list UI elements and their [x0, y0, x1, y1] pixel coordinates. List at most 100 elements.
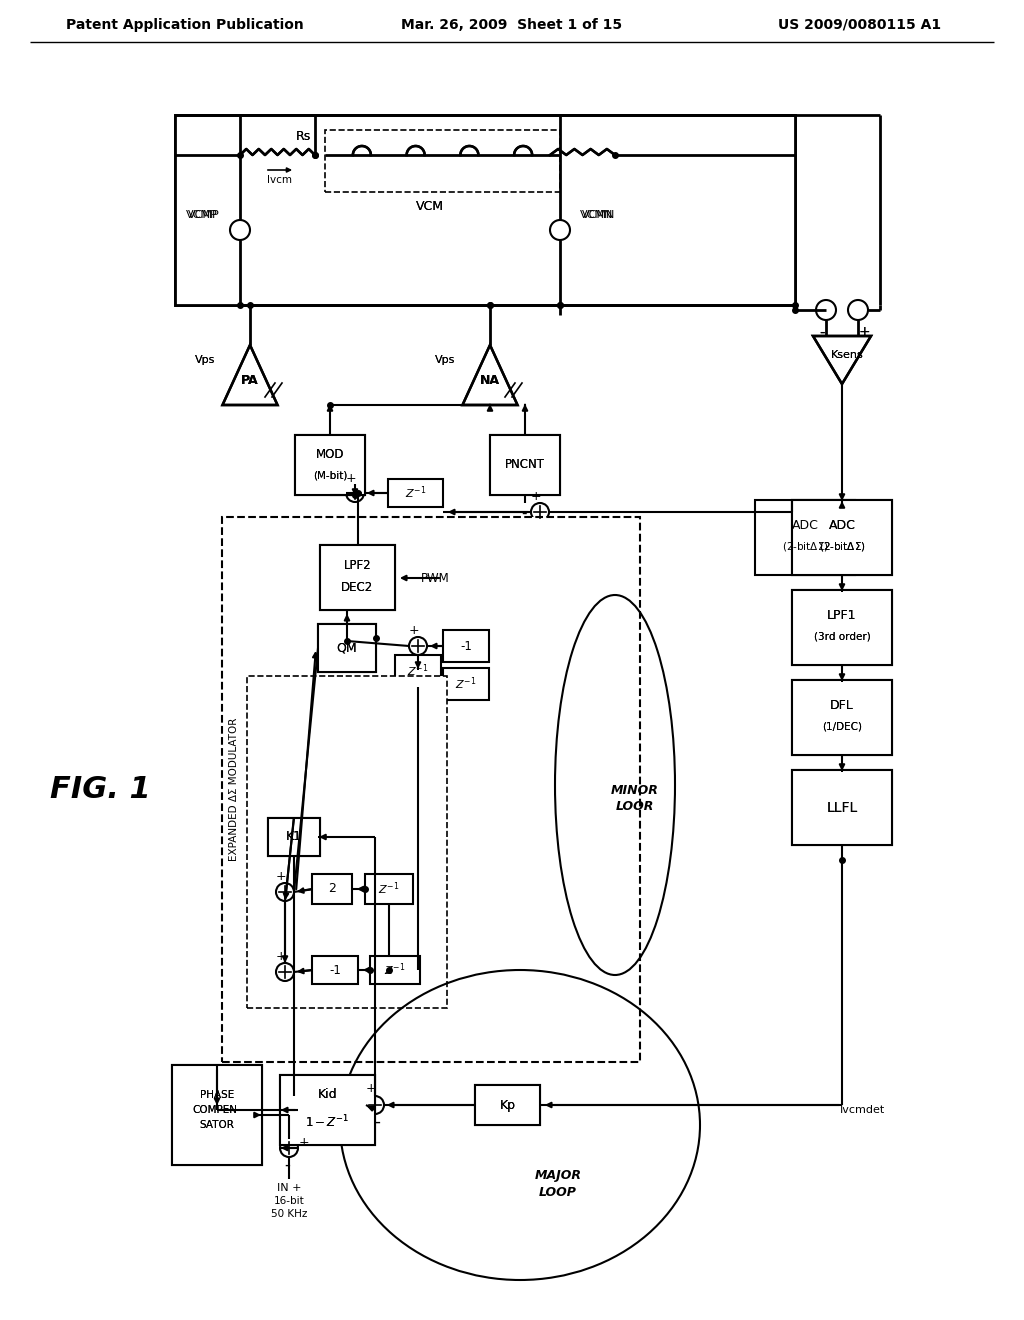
Text: ADC: ADC — [792, 519, 818, 532]
Text: -: - — [284, 1156, 290, 1173]
Text: +: + — [346, 471, 356, 484]
Bar — [295, 436, 365, 495]
Text: DEC2: DEC2 — [341, 581, 374, 594]
Text: IN +: IN + — [276, 1183, 301, 1193]
Bar — [792, 680, 892, 755]
Bar — [325, 129, 560, 191]
Bar — [175, 115, 795, 305]
Bar — [792, 590, 892, 665]
Bar — [172, 1065, 262, 1166]
Text: Mar. 26, 2009  Sheet 1 of 15: Mar. 26, 2009 Sheet 1 of 15 — [401, 18, 623, 32]
Bar — [175, 115, 795, 305]
Text: $Z^{-1}$: $Z^{-1}$ — [404, 484, 426, 502]
Bar — [312, 874, 352, 904]
Text: PA: PA — [242, 374, 259, 387]
Text: QM: QM — [337, 642, 357, 655]
Text: LPF1: LPF1 — [827, 609, 857, 622]
Text: $1-Z^{-1}$: $1-Z^{-1}$ — [305, 1114, 349, 1130]
Text: SATOR: SATOR — [200, 1119, 234, 1130]
Bar — [388, 479, 443, 507]
Text: ADC: ADC — [828, 519, 855, 532]
Text: Ivcmdet: Ivcmdet — [840, 1105, 886, 1115]
Text: SATOR: SATOR — [200, 1119, 234, 1130]
Bar — [318, 624, 376, 672]
Bar — [792, 590, 892, 665]
Text: +: + — [366, 1082, 376, 1096]
Bar — [268, 818, 319, 855]
Text: VCM: VCM — [416, 201, 444, 214]
Bar — [318, 624, 376, 672]
Text: Ksens: Ksens — [830, 350, 863, 360]
Bar — [280, 1074, 375, 1144]
Bar — [792, 770, 892, 845]
Text: (3rd order): (3rd order) — [814, 631, 870, 642]
Bar — [443, 630, 489, 663]
Text: -: - — [374, 1113, 380, 1131]
Bar — [490, 436, 560, 495]
Text: PA: PA — [242, 374, 259, 387]
Bar — [475, 1085, 540, 1125]
Text: $Z^{-1}$: $Z^{-1}$ — [384, 962, 406, 978]
Text: Patent Application Publication: Patent Application Publication — [67, 18, 304, 32]
Text: MOD: MOD — [315, 449, 344, 462]
Text: +: + — [275, 950, 287, 964]
Text: Rs: Rs — [295, 131, 310, 144]
Text: PWM: PWM — [421, 572, 450, 585]
Text: LPF2: LPF2 — [344, 558, 372, 572]
Text: LLFL: LLFL — [826, 800, 858, 814]
Text: Kp: Kp — [500, 1098, 515, 1111]
Text: +: + — [530, 490, 542, 503]
Bar — [172, 1065, 262, 1166]
Text: PHASE: PHASE — [200, 1090, 234, 1100]
Text: ADC: ADC — [828, 519, 855, 532]
Text: -: - — [819, 325, 824, 339]
Bar — [325, 129, 560, 191]
Text: LOOP: LOOP — [539, 1185, 577, 1199]
Bar — [370, 956, 420, 983]
Text: MINOR: MINOR — [611, 784, 658, 796]
Text: COMPEN-: COMPEN- — [193, 1105, 242, 1115]
Bar — [490, 436, 560, 495]
Text: PHASE: PHASE — [200, 1090, 234, 1100]
Text: +: + — [858, 325, 869, 339]
Bar — [395, 655, 441, 686]
Bar — [443, 668, 489, 700]
Text: K1: K1 — [286, 830, 302, 843]
Text: +: + — [275, 870, 287, 883]
Text: Ivcm: Ivcm — [266, 176, 292, 185]
Bar — [295, 436, 365, 495]
Text: Rs: Rs — [295, 131, 310, 144]
Text: LPF1: LPF1 — [827, 609, 857, 622]
Text: US 2009/0080115 A1: US 2009/0080115 A1 — [778, 18, 941, 32]
Text: +: + — [409, 624, 419, 638]
Text: Ksens: Ksens — [830, 350, 863, 360]
Bar — [755, 500, 855, 576]
Text: Vps: Vps — [435, 355, 456, 366]
Text: (1/DEC): (1/DEC) — [822, 722, 862, 731]
Text: LPF2: LPF2 — [344, 558, 372, 572]
Text: QM: QM — [337, 642, 357, 655]
Text: $Z^{-1}$: $Z^{-1}$ — [408, 663, 429, 680]
Text: Kid: Kid — [317, 1089, 337, 1101]
Text: -: - — [521, 506, 526, 520]
Text: (2-bit$\Delta\Sigma$): (2-bit$\Delta\Sigma$) — [818, 540, 865, 553]
Text: DEC2: DEC2 — [341, 581, 374, 594]
Bar — [222, 517, 640, 1063]
Text: LLFL: LLFL — [826, 800, 858, 814]
Text: +: + — [299, 1137, 309, 1150]
Bar — [268, 818, 319, 855]
Text: COMPEN-: COMPEN- — [193, 1105, 242, 1115]
Text: -: - — [819, 325, 824, 339]
Text: Vps: Vps — [435, 355, 456, 366]
Text: DFL: DFL — [830, 700, 854, 711]
Text: VCMN: VCMN — [580, 210, 613, 220]
Text: 16-bit: 16-bit — [273, 1196, 304, 1206]
Text: $Z^{-1}$: $Z^{-1}$ — [378, 880, 399, 898]
Text: -1: -1 — [460, 639, 472, 652]
Text: PNCNT: PNCNT — [505, 458, 545, 471]
Text: +: + — [858, 325, 869, 339]
Text: VCM: VCM — [416, 201, 444, 214]
Bar — [312, 956, 358, 983]
Text: FIG. 1: FIG. 1 — [49, 776, 151, 804]
Text: -1: -1 — [329, 964, 341, 977]
